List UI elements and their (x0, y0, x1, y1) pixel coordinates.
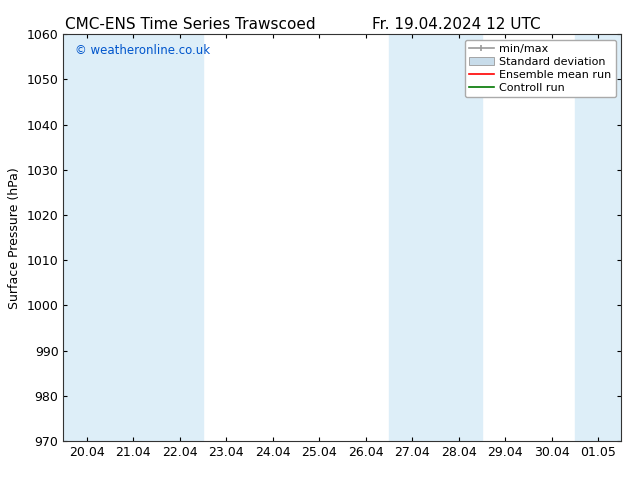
Text: CMC-ENS Time Series Trawscoed: CMC-ENS Time Series Trawscoed (65, 17, 316, 32)
Legend: min/max, Standard deviation, Ensemble mean run, Controll run: min/max, Standard deviation, Ensemble me… (465, 40, 616, 97)
Bar (110, 34, 203, 441)
Bar (63, 34, 110, 441)
Y-axis label: Surface Pressure (hPa): Surface Pressure (hPa) (8, 167, 21, 309)
Bar (389, 34, 482, 441)
Text: Fr. 19.04.2024 12 UTC: Fr. 19.04.2024 12 UTC (372, 17, 541, 32)
Bar (575, 34, 621, 441)
Text: © weatheronline.co.uk: © weatheronline.co.uk (75, 45, 210, 57)
